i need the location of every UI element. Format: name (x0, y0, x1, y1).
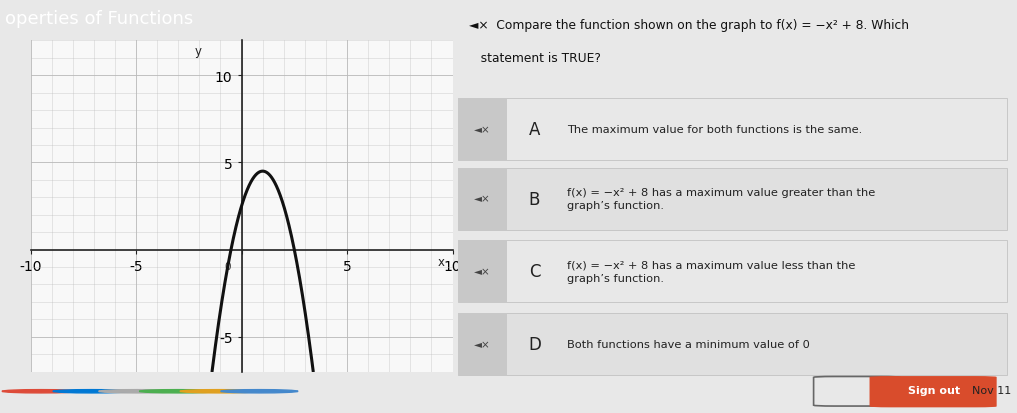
Text: ◄×: ◄× (474, 267, 491, 277)
Text: statement is TRUE?: statement is TRUE? (469, 52, 600, 65)
Circle shape (180, 390, 257, 393)
Circle shape (53, 390, 130, 393)
Text: C: C (529, 263, 540, 281)
FancyBboxPatch shape (458, 99, 1007, 161)
Text: y: y (195, 45, 202, 58)
Text: ◄×  Compare the function shown on the graph to f(x) = −x² + 8. Which: ◄× Compare the function shown on the gra… (469, 19, 908, 32)
Text: Both functions have a minimum value of 0: Both functions have a minimum value of 0 (567, 339, 811, 349)
Text: f(x) = −x² + 8 has a maximum value less than the
graph’s function.: f(x) = −x² + 8 has a maximum value less … (567, 260, 856, 283)
Circle shape (99, 390, 176, 393)
FancyBboxPatch shape (458, 168, 1007, 230)
FancyBboxPatch shape (458, 313, 507, 375)
Text: B: B (529, 190, 540, 208)
Text: x: x (437, 256, 444, 268)
Circle shape (2, 390, 79, 393)
FancyBboxPatch shape (458, 313, 1007, 375)
Text: 0: 0 (225, 261, 231, 271)
FancyBboxPatch shape (458, 241, 507, 303)
FancyBboxPatch shape (458, 99, 507, 161)
Text: A: A (529, 121, 540, 139)
Text: The maximum value for both functions is the same.: The maximum value for both functions is … (567, 125, 862, 135)
Text: ◄×: ◄× (474, 339, 491, 349)
Text: Sign out: Sign out (907, 385, 960, 395)
FancyBboxPatch shape (458, 168, 507, 230)
Text: ◄×: ◄× (474, 194, 491, 204)
Text: f(x) = −x² + 8 has a maximum value greater than the
graph’s function.: f(x) = −x² + 8 has a maximum value great… (567, 188, 876, 211)
Text: Nov 11: Nov 11 (972, 385, 1011, 395)
Text: operties of Functions: operties of Functions (5, 10, 193, 28)
FancyBboxPatch shape (458, 241, 1007, 303)
Text: D: D (528, 335, 541, 354)
FancyBboxPatch shape (870, 376, 997, 407)
Circle shape (139, 390, 217, 393)
Circle shape (221, 390, 298, 393)
Text: ◄×: ◄× (474, 125, 491, 135)
